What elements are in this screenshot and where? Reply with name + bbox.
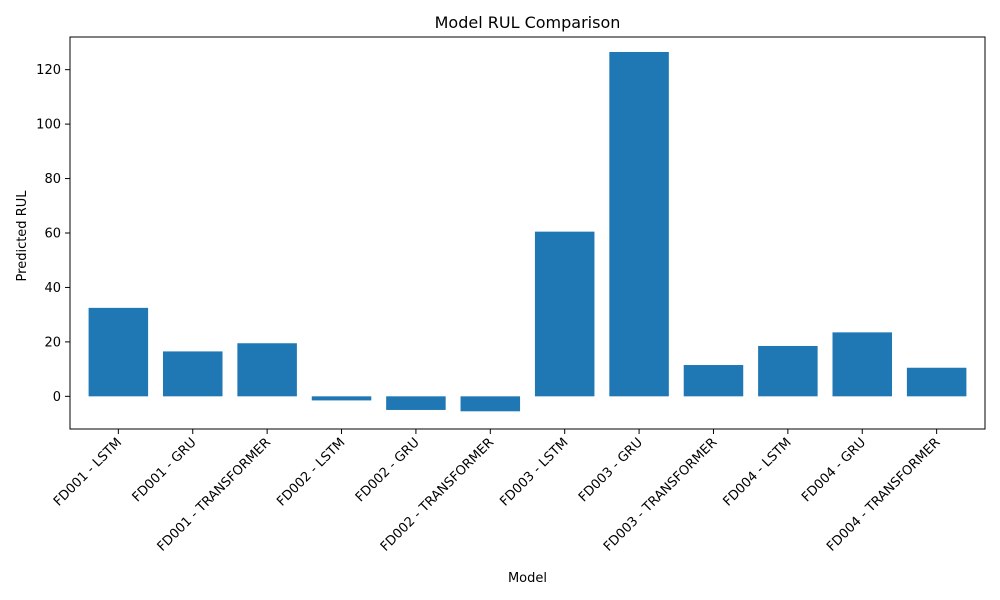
x-tick-label: FD004 - GRU (799, 435, 869, 505)
bar-4 (386, 396, 446, 410)
bar-9 (758, 345, 818, 397)
y-tick-label: 60 (44, 227, 61, 242)
bar-2 (237, 343, 297, 397)
bar-10 (832, 332, 893, 397)
x-tick-label: FD001 - GRU (130, 435, 200, 505)
x-tick-label: FD003 - LSTM (497, 435, 571, 509)
bar-11 (906, 367, 967, 397)
bar-3 (311, 396, 372, 401)
y-tick-label: 20 (44, 335, 61, 350)
bar-8 (683, 365, 744, 397)
y-tick-label: 80 (44, 172, 61, 187)
x-tick-label: FD002 - GRU (353, 435, 423, 505)
y-tick-label: 40 (44, 281, 61, 296)
y-axis-title: Predicted RUL (15, 190, 30, 282)
bar-7 (609, 51, 669, 397)
x-tick-label: FD001 - LSTM (51, 435, 125, 509)
plot-frame (69, 36, 986, 430)
x-tick-label: FD004 - LSTM (721, 435, 795, 509)
bar-1 (162, 351, 223, 397)
chart-title: Model RUL Comparison (435, 13, 621, 32)
x-tick-label: FD003 - GRU (576, 435, 646, 505)
bar-6 (534, 231, 595, 397)
bar-0 (88, 307, 149, 397)
bar-5 (460, 396, 521, 412)
y-tick-label: 100 (36, 118, 61, 133)
x-tick-label: FD002 - LSTM (274, 435, 348, 509)
y-tick-label: 0 (53, 390, 61, 405)
y-tick-label: 120 (36, 63, 61, 78)
y-axis: 0 20 40 60 80 100 120 (36, 63, 70, 405)
x-axis-title: Model (508, 571, 547, 586)
bars-group (88, 51, 967, 412)
